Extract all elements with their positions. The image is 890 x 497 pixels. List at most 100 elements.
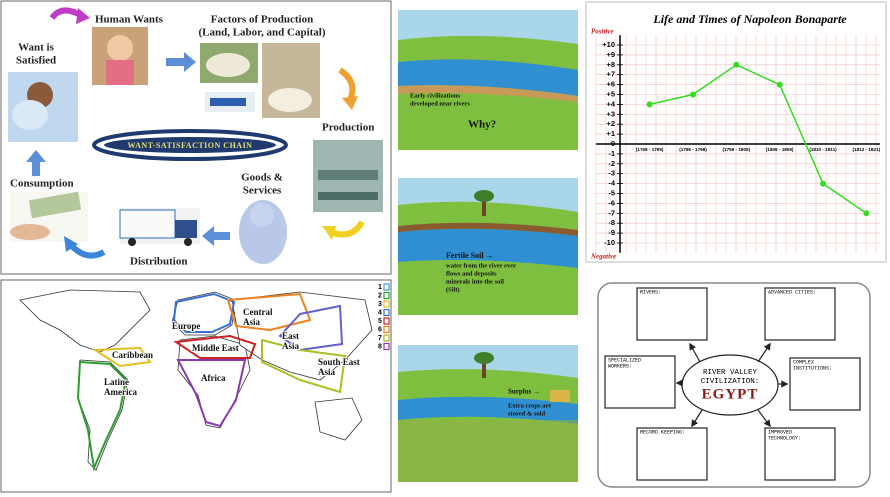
stage-label: Services — [243, 185, 282, 197]
stage-label: (Land, Labor, and Capital) — [198, 27, 325, 39]
map-label: Central — [243, 307, 273, 317]
y-tick-label: +1 — [606, 129, 615, 138]
map-label: America — [104, 387, 137, 397]
x-tick-label: (1812 - 1821) — [853, 147, 881, 152]
center-label: RIVER VALLEY — [703, 369, 758, 377]
legend-number: 1 — [378, 284, 382, 291]
want-chain-arrows — [26, 7, 365, 259]
y-tick-label: +2 — [606, 119, 615, 128]
map-label: Latine — [104, 377, 129, 387]
river-heading: Surplus → — [508, 388, 540, 396]
river-text: Early civilizations — [410, 92, 460, 99]
point — [646, 101, 653, 108]
line — [649, 63, 867, 214]
point — [733, 61, 740, 68]
legend-swatch — [383, 342, 390, 351]
box-label: COMPLEX — [793, 359, 814, 365]
y-tick-label: -10 — [604, 238, 615, 247]
map-label: Caribbean — [112, 350, 153, 360]
y-tick-label: -5 — [608, 188, 615, 197]
y-tick-label: +10 — [602, 40, 615, 49]
y-tick-label: -2 — [608, 159, 615, 168]
box-label: RECORD KEEPING: — [640, 429, 685, 435]
axis-label: Negative — [590, 253, 616, 261]
legend-swatch — [383, 317, 390, 325]
box-label: SPECIALIZED — [608, 357, 641, 363]
point — [776, 81, 783, 88]
point — [863, 210, 870, 217]
river-heading: Fertile Soil → — [446, 251, 494, 260]
chain-title: WANT-SATISFACTION CHAIN — [128, 141, 253, 150]
stage-label: Want is — [18, 42, 54, 54]
legend-number: 3 — [378, 301, 382, 308]
river-panel-3 — [398, 345, 578, 482]
chart-title: Life and Times of Napoleon Bonaparte — [652, 12, 847, 26]
stage-label: Factors of Production — [211, 14, 313, 26]
stage-label: Human Wants — [95, 14, 164, 26]
legend-number: 5 — [378, 318, 382, 325]
map-label: Europe — [172, 321, 200, 331]
stage-label: Production — [322, 122, 374, 134]
organizer-shapes — [604, 287, 861, 481]
map-label: Asia — [282, 341, 300, 351]
y-tick-label: -7 — [608, 208, 615, 217]
river-panel-1 — [398, 10, 578, 151]
map-label: Africa — [201, 373, 226, 383]
legend-swatch — [383, 334, 390, 342]
river-panel-2 — [398, 178, 578, 315]
stage-label: Goods & — [241, 172, 283, 184]
y-tick-label: -3 — [608, 169, 615, 178]
stage-label: Satisfied — [16, 55, 56, 67]
map-label: Middle East — [192, 343, 239, 353]
answer: EGYPT — [702, 386, 759, 402]
y-tick-label: +7 — [606, 70, 615, 79]
box-label: INSTITUTIONS: — [793, 365, 832, 371]
box-label: RIVERS: — [640, 289, 661, 295]
legend-swatch — [383, 291, 390, 300]
x-tick-label: (1769 - 1795) — [636, 147, 664, 152]
y-tick-label: -6 — [608, 198, 615, 207]
axis-label: Positive — [591, 28, 614, 36]
legend-number: 2 — [378, 292, 382, 299]
y-tick-label: -9 — [608, 228, 615, 237]
y-tick-label: 0 — [611, 139, 615, 148]
want-chain-pictures — [8, 27, 383, 264]
stage-label: Distribution — [130, 256, 187, 268]
x-tick-label: (1795 - 1798) — [679, 147, 707, 152]
river-text: Extra crops are — [508, 402, 551, 409]
stage-label: Consumption — [10, 178, 74, 190]
y-tick-label: -4 — [608, 179, 615, 188]
x-tick-label: (1810 - 1811) — [809, 147, 837, 152]
legend-swatch — [383, 325, 390, 334]
y-tick-label: -1 — [608, 149, 615, 158]
y-tick-label: +5 — [606, 89, 615, 98]
y-tick-label: -8 — [608, 218, 615, 227]
box-label: WORKERS: — [608, 363, 632, 369]
map-label: Asia — [243, 317, 261, 327]
river-text: water from the river ever — [446, 262, 516, 269]
river-text: (Silt) — [446, 286, 460, 293]
x-tick-label: (1799 - 1805) — [723, 147, 751, 152]
point — [690, 91, 696, 98]
y-tick-label: +8 — [606, 60, 615, 69]
legend-number: 6 — [378, 326, 382, 333]
map-label: South East — [318, 357, 360, 367]
river-question: Why? — [468, 119, 496, 131]
river-text: flows and deposits — [446, 270, 497, 277]
y-tick-label: +4 — [606, 99, 615, 108]
x-tick-label: (1806 - 1809) — [766, 147, 794, 152]
river-text: stored & sold — [508, 410, 545, 417]
legend-number: 7 — [378, 335, 382, 342]
legend-number: 8 — [378, 343, 382, 350]
map-region-outlines — [76, 292, 347, 472]
point — [820, 180, 826, 187]
legend-swatch — [383, 300, 390, 308]
box-label: ADVANCED CITIES: — [768, 289, 816, 295]
legend-number: 4 — [378, 309, 382, 316]
legend-swatch — [383, 308, 390, 317]
box-label: IMPROVED — [768, 429, 792, 435]
river-text: minerals into the soil — [446, 278, 504, 285]
box-label: TECHNOLOGY: — [768, 435, 801, 441]
center-label: CIVILIZATION: — [701, 378, 760, 386]
